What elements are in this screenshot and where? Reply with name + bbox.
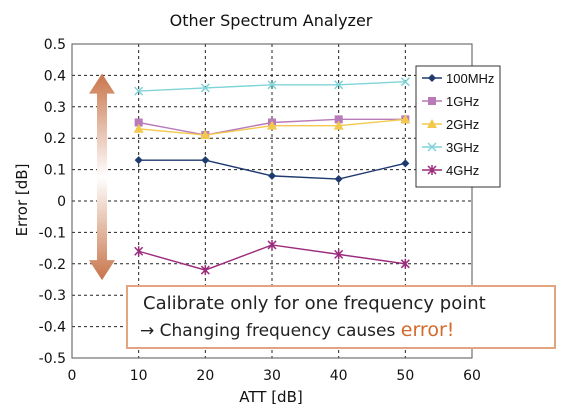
- data-point: [427, 165, 437, 175]
- data-point: [200, 83, 210, 93]
- data-point: [201, 156, 210, 165]
- x-tick-label: 30: [263, 368, 281, 384]
- x-tick-label: 60: [463, 368, 481, 384]
- data-point: [427, 142, 437, 152]
- callout-line-2: → Changing frequency causes error!: [140, 319, 454, 341]
- data-point: [427, 119, 437, 128]
- legend-item: 3GHz: [422, 140, 479, 155]
- y-tick-label: 0.5: [44, 37, 66, 53]
- x-axis-label: ATT [dB]: [239, 388, 302, 406]
- data-point: [428, 74, 436, 82]
- y-tick-label: 0.1: [44, 163, 66, 179]
- data-point: [334, 175, 343, 184]
- callout-error-highlight: error!: [400, 319, 455, 341]
- y-tick-label: 0.2: [44, 131, 66, 147]
- data-point: [267, 239, 277, 250]
- callout-line-1: Calibrate only for one frequency point: [143, 293, 486, 314]
- x-tick-label: 50: [396, 368, 414, 384]
- data-point: [334, 80, 344, 90]
- data-point: [400, 114, 411, 124]
- data-point: [200, 130, 211, 140]
- error-range-arrow: [89, 73, 115, 281]
- plot-frame: [71, 43, 473, 359]
- y-tick-label: 0.4: [44, 68, 66, 84]
- series-2ghz: [133, 114, 411, 140]
- x-tick-label: 0: [68, 368, 77, 384]
- legend-label: 3GHz: [446, 140, 479, 155]
- data-point: [400, 258, 410, 269]
- y-axis-label: Error [dB]: [13, 164, 31, 237]
- data-point: [267, 120, 277, 130]
- legend-item: 1GHz: [422, 94, 479, 109]
- y-tick-label: -0.3: [39, 288, 66, 304]
- legend-item: 100MHz: [422, 71, 494, 86]
- chart-title: Other Spectrum Analyzer: [170, 11, 373, 30]
- data-point: [333, 120, 344, 130]
- callout-line-2-text: → Changing frequency causes: [140, 321, 401, 341]
- data-point: [334, 115, 343, 124]
- data-point: [134, 118, 143, 127]
- data-point: [200, 265, 210, 276]
- legend-item: 2GHz: [422, 117, 479, 132]
- data-point: [267, 80, 277, 90]
- y-tick-label: -0.2: [39, 257, 66, 273]
- legend-label: 4GHz: [446, 163, 479, 178]
- data-point: [401, 159, 410, 168]
- data-point: [268, 171, 276, 180]
- data-point: [428, 97, 436, 105]
- data-point: [334, 249, 344, 260]
- legend-label: 2GHz: [446, 117, 479, 132]
- y-tick-label: -0.4: [39, 320, 66, 336]
- legend-item: 4GHz: [422, 163, 479, 178]
- data-point: [134, 156, 143, 165]
- data-point: [400, 77, 410, 87]
- legend-label: 100MHz: [446, 71, 494, 86]
- y-tick-label: 0: [57, 194, 66, 210]
- calibration-callout: Calibrate only for one frequency point →…: [126, 285, 556, 349]
- x-tick-label: 40: [330, 368, 348, 384]
- series-100mhz: [134, 156, 410, 184]
- x-tick-label: 10: [130, 368, 148, 384]
- legend-label: 1GHz: [446, 94, 479, 109]
- x-tick-label: 20: [196, 368, 214, 384]
- y-tick-label: -0.1: [39, 225, 66, 241]
- series-3ghz: [134, 77, 410, 96]
- series-4ghz: [134, 239, 410, 276]
- y-tick-label: -0.5: [39, 351, 66, 367]
- data-point: [133, 123, 144, 133]
- y-tick-label: 0.3: [44, 100, 66, 116]
- data-point: [134, 86, 144, 96]
- data-point: [134, 246, 144, 257]
